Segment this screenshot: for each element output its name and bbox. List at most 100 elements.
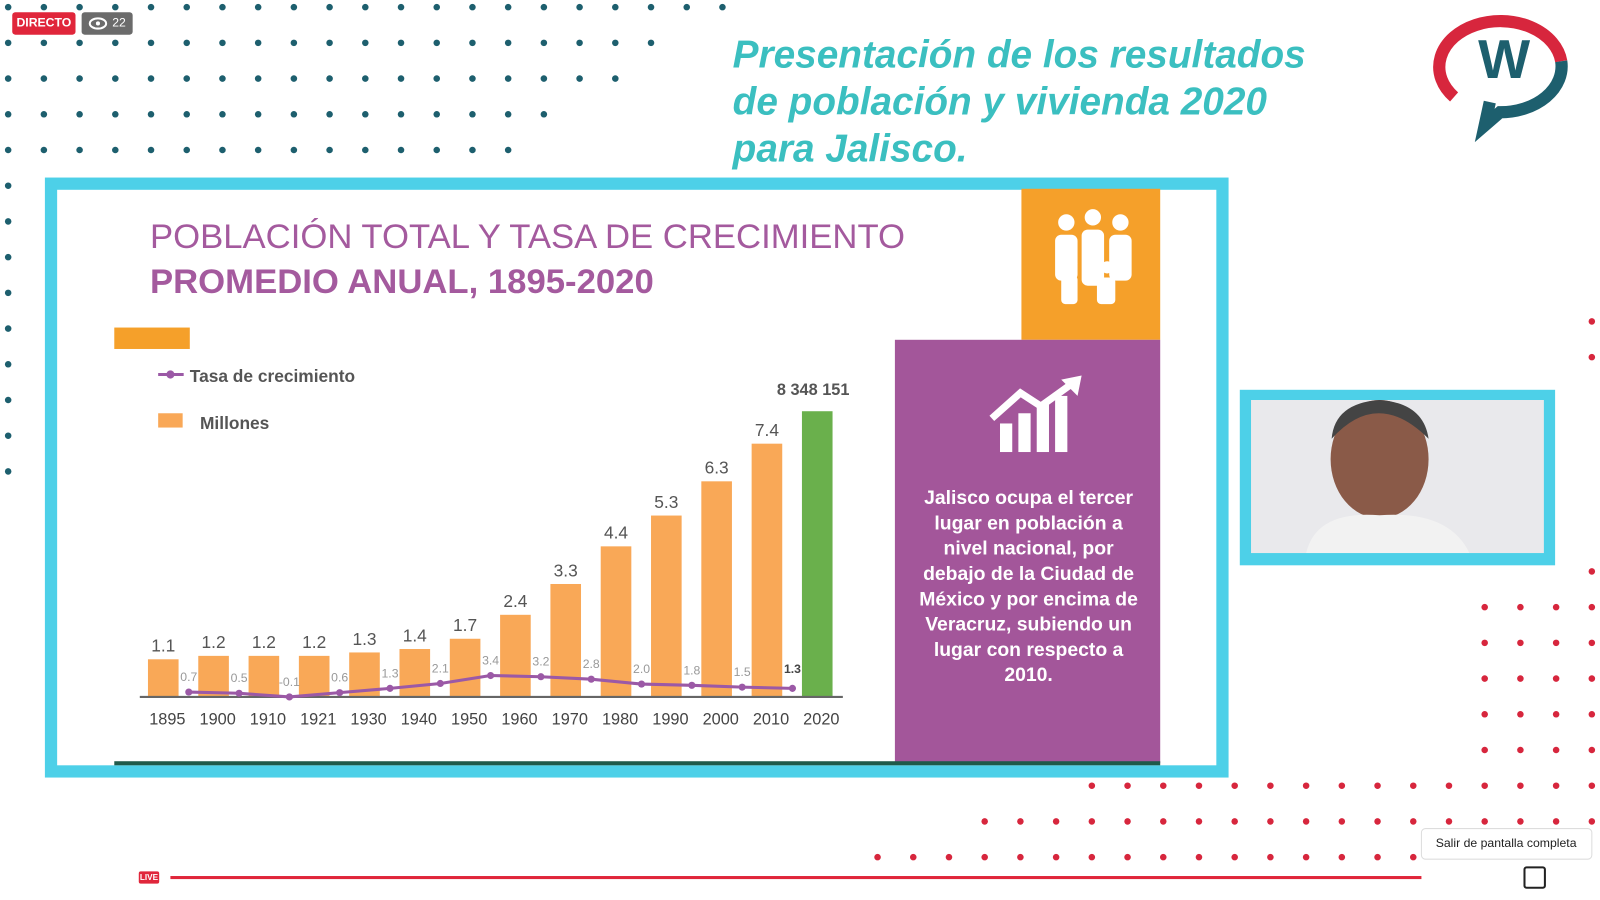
- x-tick-label: 1970: [552, 711, 588, 729]
- dot: [254, 75, 262, 82]
- dot: [612, 75, 619, 82]
- fullscreen-button[interactable]: [1523, 866, 1546, 889]
- dot: [40, 75, 48, 82]
- dot: [469, 146, 476, 154]
- dot: [76, 111, 83, 118]
- dot: [4, 361, 12, 368]
- dot: [1124, 853, 1131, 861]
- bar-label: 1.2: [202, 632, 226, 652]
- x-tick-label: 1900: [200, 711, 236, 729]
- dot: [1552, 782, 1560, 789]
- dot: [1588, 639, 1596, 647]
- dot: [1445, 782, 1453, 789]
- background-dots: [4, 3, 1596, 861]
- dot: [1481, 746, 1488, 754]
- rate-point: [336, 689, 344, 697]
- tooltip: Salir de pantalla completa: [1436, 836, 1577, 850]
- bar-label: 1.2: [252, 632, 276, 652]
- bar-label: 7.4: [755, 420, 779, 440]
- dot: [1410, 853, 1417, 861]
- dot: [1552, 603, 1560, 611]
- bar: [298, 655, 330, 697]
- dot: [647, 39, 655, 47]
- dot: [1267, 853, 1274, 861]
- dot: [1231, 853, 1238, 861]
- dot: [1517, 818, 1524, 825]
- rate-point: [537, 673, 545, 681]
- dot: [1588, 318, 1596, 325]
- dot: [1552, 639, 1560, 647]
- dot: [4, 3, 12, 11]
- logo-arc-red: [1433, 14, 1568, 102]
- dot: [1410, 782, 1417, 789]
- dot: [1267, 818, 1274, 825]
- dot: [219, 3, 226, 11]
- dot: [576, 75, 583, 82]
- dot: [1588, 711, 1596, 718]
- dot: [326, 75, 333, 82]
- dot: [4, 218, 12, 225]
- bar-label: 8 348 151: [777, 381, 850, 399]
- dot: [1374, 782, 1381, 789]
- dot: [1052, 853, 1060, 861]
- progress-bar[interactable]: [170, 876, 1422, 880]
- slide-footer-line: [114, 761, 1161, 766]
- eye-icon: [88, 17, 108, 30]
- dot: [112, 146, 119, 154]
- dot: [433, 3, 440, 11]
- dot: [1160, 782, 1167, 789]
- bar: [500, 614, 531, 697]
- x-tick-label: 1895: [149, 711, 185, 729]
- rate-point: [788, 684, 797, 692]
- dot: [362, 75, 369, 82]
- slide-subtitle: PROMEDIO ANUAL, 1895-2020: [150, 263, 654, 301]
- legend-label: Millones: [200, 413, 269, 433]
- rate-point: [587, 675, 595, 683]
- dot: [1517, 603, 1524, 611]
- dot: [290, 39, 298, 47]
- x-tick-label: 1921: [300, 711, 336, 729]
- live-badge-bg: [12, 12, 76, 35]
- speaker: [1306, 400, 1470, 554]
- rate-label: 1.5: [734, 665, 751, 679]
- dot: [147, 39, 155, 47]
- dot: [183, 39, 190, 47]
- dot: [4, 75, 12, 82]
- dot: [1481, 639, 1488, 647]
- info-line: debajo de la Ciudad de: [923, 563, 1134, 585]
- dot: [540, 75, 548, 82]
- dot: [112, 111, 119, 118]
- dot: [433, 39, 440, 47]
- rate-point: [738, 683, 746, 691]
- bar: [801, 411, 833, 697]
- growth-icon: [989, 375, 1082, 453]
- dot: [1588, 782, 1596, 789]
- live-label-bg: [138, 871, 160, 884]
- dot: [4, 146, 12, 154]
- bar: [198, 655, 229, 697]
- info-line: México y por encima de: [919, 588, 1138, 610]
- rate-label: -0.1: [279, 675, 300, 689]
- bar-label: 5.3: [654, 492, 678, 512]
- header-title: para Jalisco.: [732, 127, 968, 170]
- dot: [1338, 818, 1346, 825]
- people-icon: [1055, 209, 1132, 305]
- dot: [504, 111, 512, 118]
- dot: [469, 75, 476, 82]
- dot: [1195, 818, 1203, 825]
- info-line: Jalisco ocupa el tercer: [924, 487, 1133, 509]
- dot: [290, 75, 298, 82]
- dot: [1302, 853, 1310, 861]
- logo: W: [1433, 14, 1568, 143]
- x-tick-label: 1910: [250, 711, 286, 729]
- live-label: LIVE: [140, 873, 159, 882]
- dot: [1017, 853, 1024, 861]
- dot: [40, 111, 48, 118]
- dot: [4, 253, 12, 261]
- bar: [550, 583, 582, 697]
- dot: [433, 111, 440, 118]
- dot: [4, 432, 12, 439]
- rate-label: 2.8: [583, 657, 600, 671]
- x-tick-label: 1930: [350, 711, 386, 729]
